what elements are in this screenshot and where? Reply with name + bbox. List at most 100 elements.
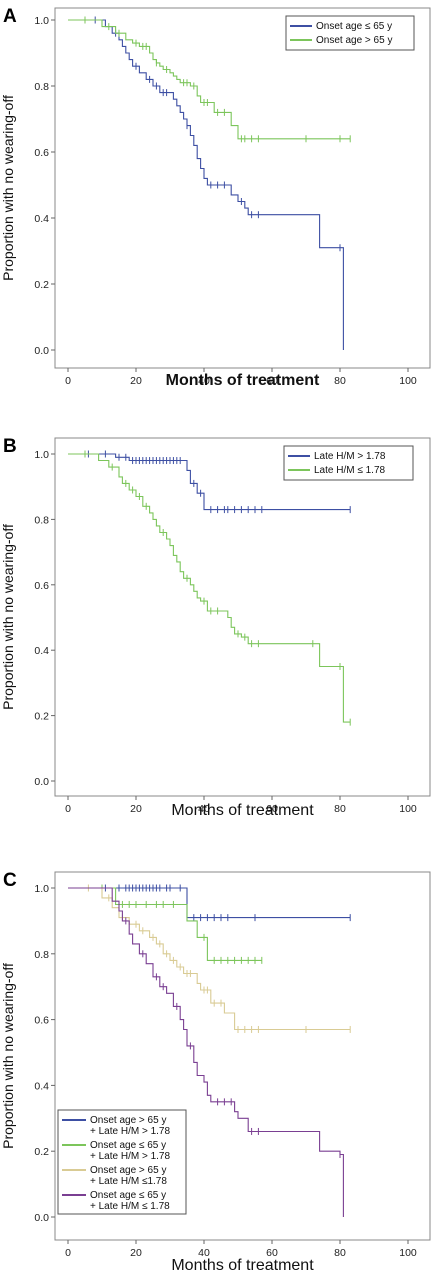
legend-label-line: + Late H/M ≤ 1.78: [90, 1201, 170, 1212]
x-tick-label: 20: [130, 1247, 142, 1259]
legend-label: Onset age > 65 y + Late H/M ≤1.78: [90, 1165, 167, 1187]
x-tick-label: 40: [198, 803, 210, 815]
y-tick-label: 0.6: [34, 1015, 49, 1027]
legend-item: Late H/M ≤ 1.78: [288, 465, 386, 476]
y-tick-label: 1.0: [34, 883, 49, 895]
x-tick-label: 20: [130, 375, 142, 387]
survival-curve: [68, 887, 344, 1217]
survival-curve: [68, 19, 344, 350]
y-axis-title: Proportion with no wearing-off: [0, 963, 16, 1149]
legend-label: Onset age ≤ 65 y + Late H/M > 1.78: [90, 1140, 170, 1162]
series-1: [68, 450, 351, 514]
legend-label: Late H/M ≤ 1.78: [314, 465, 386, 476]
x-tick-label: 0: [65, 803, 71, 815]
series-1: [68, 884, 351, 922]
legend: Late H/M > 1.78 Late H/M ≤ 1.78: [283, 445, 414, 481]
y-axis-title: Proportion with no wearing-off: [0, 524, 16, 710]
legend-label: Onset age ≤ 65 y + Late H/M ≤ 1.78: [90, 1190, 170, 1212]
legend-label: Late H/M > 1.78: [314, 451, 386, 462]
y-tick-label: 0.0: [34, 1212, 49, 1224]
plot-frame: [54, 437, 431, 797]
series-4: [68, 887, 344, 1217]
x-tick-label: 60: [266, 1247, 278, 1259]
legend-label-line: + Late H/M ≤1.78: [90, 1176, 167, 1187]
panel-a: A 0 20 40 60 80 100 0.0 0.2 0.4 0.6 0.8 1.0 Months of…: [0, 6, 431, 389]
x-tick-label: 80: [334, 1247, 346, 1259]
x-axis-title: Months of treatment: [171, 1257, 314, 1274]
panel-letter: C: [3, 870, 17, 891]
series-3: [68, 884, 351, 1033]
survival-curve: [68, 453, 351, 511]
y-tick-label: 1.0: [34, 15, 49, 27]
x-axis-title: Months of treatment: [171, 802, 314, 819]
legend-box: [57, 1109, 187, 1215]
y-tick-label: 0.4: [34, 645, 49, 657]
legend-label-line: Onset age ≤ 65 y: [90, 1190, 166, 1201]
survival-curve: [68, 453, 351, 723]
plot-frame: [54, 7, 431, 369]
series-2: [68, 16, 351, 143]
y-tick-label: 0.0: [34, 776, 49, 788]
y-tick-label: 0.4: [34, 1080, 49, 1092]
legend-label-line: Onset age > 65 y: [316, 35, 392, 46]
survival-curve: [68, 887, 262, 961]
y-tick-label: 0.0: [34, 345, 49, 357]
legend-label-line: Onset age > 65 y: [90, 1115, 166, 1126]
legend-label: Onset age ≤ 65 y: [316, 21, 392, 32]
y-tick-label: 1.0: [34, 449, 49, 461]
legend-item: Onset age ≤ 65 y: [290, 21, 392, 32]
x-tick-label: 100: [399, 1247, 417, 1259]
x-tick-label: 60: [266, 803, 278, 815]
legend-label: Onset age > 65 y + Late H/M > 1.78: [90, 1115, 170, 1137]
x-tick-label: 80: [334, 803, 346, 815]
series-2: [68, 450, 351, 726]
x-tick-label: 80: [334, 375, 346, 387]
x-tick-label: 20: [130, 803, 142, 815]
x-tick-label: 0: [65, 1247, 71, 1259]
legend-label-line: + Late H/M > 1.78: [90, 1126, 170, 1137]
legend-label-line: Late H/M > 1.78: [314, 451, 386, 462]
y-tick-label: 0.6: [34, 580, 49, 592]
y-tick-label: 0.8: [34, 949, 49, 961]
plot-frame: [54, 871, 431, 1241]
survival-curve: [68, 887, 351, 919]
legend-item: Onset age > 65 y + Late H/M > 1.78: [62, 1115, 170, 1137]
legend-item: Onset age ≤ 65 y + Late H/M > 1.78: [62, 1140, 170, 1162]
y-tick-label: 0.8: [34, 81, 49, 93]
y-tick-label: 0.2: [34, 1146, 49, 1158]
legend-item: Onset age > 65 y + Late H/M ≤1.78: [62, 1165, 167, 1187]
x-axis-title: Months of treatment: [166, 372, 320, 389]
x-tick-label: 0: [65, 375, 71, 387]
legend-item: Onset age > 65 y: [290, 35, 392, 46]
legend-label: Onset age > 65 y: [316, 35, 392, 46]
y-tick-label: 0.2: [34, 711, 49, 723]
x-tick-label: 60: [266, 375, 278, 387]
x-tick-label: 100: [399, 803, 417, 815]
panel-letter: B: [3, 436, 17, 457]
panel-letter: A: [3, 6, 17, 27]
y-axis-title: Proportion with no wearing-off: [0, 95, 16, 281]
legend-label-line: Late H/M ≤ 1.78: [314, 465, 386, 476]
legend-item: Onset age ≤ 65 y + Late H/M ≤ 1.78: [62, 1190, 170, 1212]
legend-box: [283, 445, 414, 481]
legend-label-line: Onset age ≤ 65 y: [90, 1140, 166, 1151]
series-2: [68, 884, 263, 964]
legend-label-line: Onset age ≤ 65 y: [316, 21, 392, 32]
x-tick-label: 100: [399, 375, 417, 387]
series-1: [68, 16, 344, 350]
legend-box: [285, 15, 415, 51]
survival-curve: [68, 887, 351, 1031]
legend-label-line: Onset age > 65 y: [90, 1165, 166, 1176]
panel-b: B 0 20 40 60 80 100 0.0 0.2 0.4 0.6 0.8 1.0 Months of…: [0, 436, 431, 819]
y-tick-label: 0.8: [34, 514, 49, 526]
legend-item: Late H/M > 1.78: [288, 451, 386, 462]
x-tick-label: 40: [198, 1247, 210, 1259]
legend-label-line: + Late H/M > 1.78: [90, 1151, 170, 1162]
x-tick-label: 40: [198, 375, 210, 387]
y-tick-label: 0.4: [34, 213, 49, 225]
panel-c: C 0 20 40 60 80 100 0.0 0.2 0.4 0.6 0.8 1.0 Months of…: [0, 870, 431, 1274]
legend: Onset age ≤ 65 y Onset age > 65 y: [285, 15, 415, 51]
y-tick-label: 0.2: [34, 279, 49, 291]
y-tick-label: 0.6: [34, 147, 49, 159]
